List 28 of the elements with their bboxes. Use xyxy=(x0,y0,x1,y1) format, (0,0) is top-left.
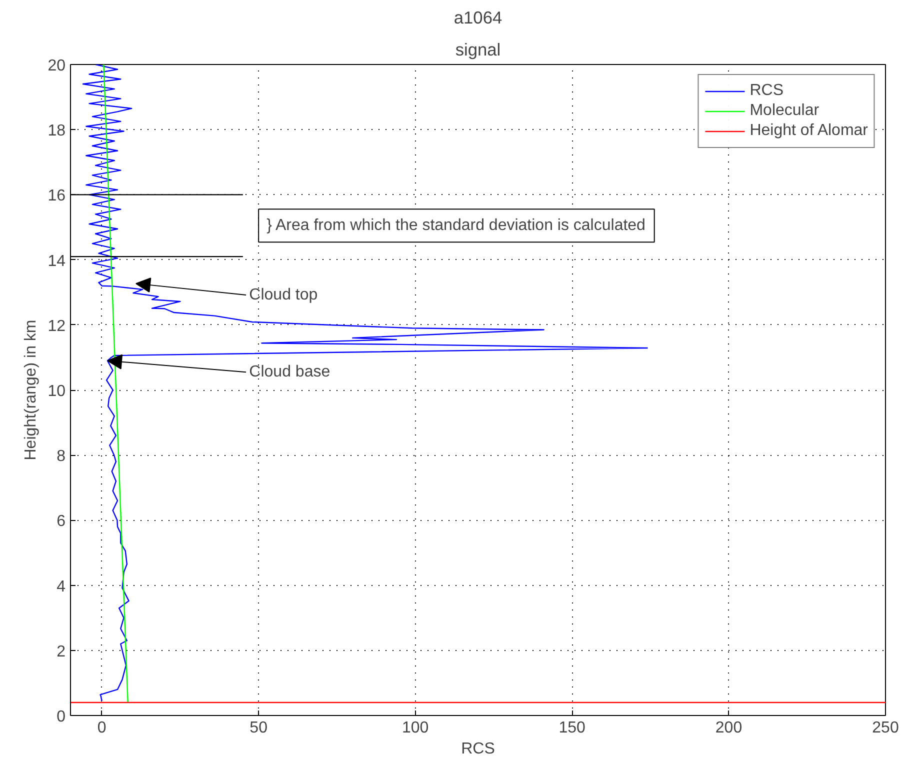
chart-subtitle: signal xyxy=(455,40,501,60)
x-tick-label: 250 xyxy=(872,720,899,736)
legend-label: Molecular xyxy=(750,102,820,120)
x-tick-label: 0 xyxy=(97,720,106,736)
y-tick-label: 12 xyxy=(48,318,66,335)
legend-label: RCS xyxy=(750,82,784,100)
y-tick-label: 8 xyxy=(56,448,66,466)
y-tick-label: 2 xyxy=(56,643,66,660)
y-tick-label: 10 xyxy=(48,383,66,400)
x-tick-label: 150 xyxy=(558,720,586,736)
chart-title: a1064 xyxy=(454,8,502,28)
y-tick-label: 6 xyxy=(56,513,66,530)
y-tick-label: 16 xyxy=(48,188,66,205)
y-axis-title: Height(range) in km xyxy=(22,320,40,460)
x-axis-title: RCS xyxy=(461,740,495,758)
y-tick-label: 4 xyxy=(56,578,66,596)
line-series xyxy=(82,64,648,702)
legend-label: Height of Alomar xyxy=(750,122,868,140)
y-tick-label: 20 xyxy=(48,58,66,74)
y-tick-label: 18 xyxy=(48,122,66,140)
x-tick-label: 100 xyxy=(402,720,429,736)
annotation: Cloud base xyxy=(249,364,330,381)
annotation: } Area from which the standard deviation is calculated xyxy=(266,217,646,234)
x-tick-label: 50 xyxy=(250,720,268,736)
annotation: Cloud top xyxy=(249,286,318,304)
y-tick-label: 14 xyxy=(48,252,66,270)
y-tick-label: 0 xyxy=(56,708,66,726)
x-tick-label: 200 xyxy=(715,720,742,736)
